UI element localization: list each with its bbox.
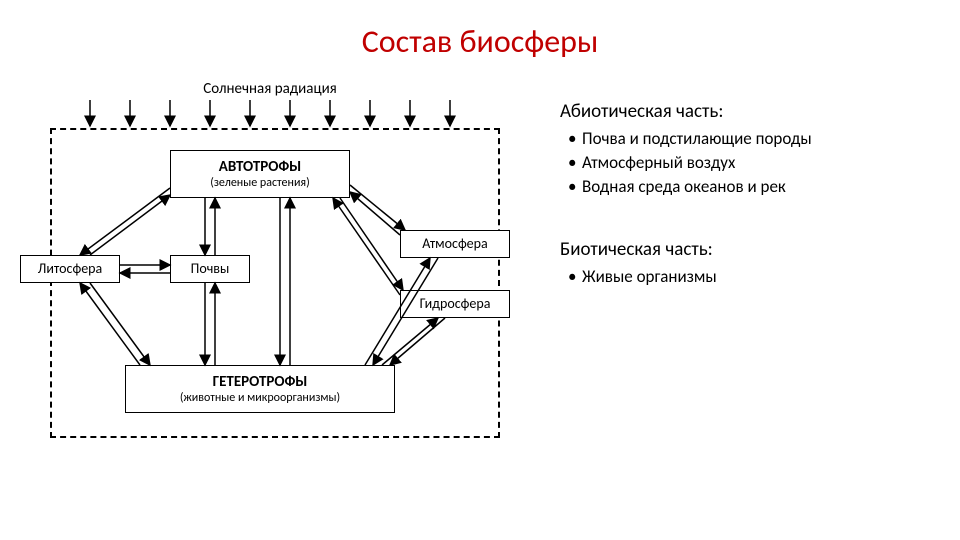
solar-radiation-label: Солнечная радиация [170,80,370,98]
biotic-heading: Биотическая часть: [560,238,940,261]
node-lithosphere-label: Литосфера [38,261,102,278]
biotic-list: Живые организмы [560,265,940,289]
node-lithosphere: Литосфера [20,255,120,283]
node-soils-label: Почвы [191,261,230,278]
list-item: Атмосферный воздух [560,151,940,175]
list-item: Почва и подстилающие породы [560,127,940,151]
abiotic-list: Почва и подстилающие породы Атмосферный … [560,127,940,198]
node-atmosphere-label: Атмосфера [422,236,487,253]
node-hydrosphere: Гидросфера [400,290,510,318]
biosphere-diagram: Солнечная радиация АВТОТРОФЫ (зеленые ра… [20,80,530,450]
list-item: Живые организмы [560,265,940,289]
node-soils: Почвы [170,255,250,283]
node-autotrophs: АВТОТРОФЫ (зеленые растения) [170,150,350,198]
node-heterotrophs-sub: (животные и микроорганизмы) [180,391,340,405]
page-title: Состав биосферы [0,22,960,61]
node-heterotrophs-main: ГЕТЕРОТРОФЫ [213,373,308,391]
node-atmosphere: Атмосфера [400,230,510,258]
abiotic-heading: Абиотическая часть: [560,100,940,123]
node-autotrophs-sub: (зеленые растения) [210,176,310,190]
node-heterotrophs: ГЕТЕРОТРОФЫ (животные и микроорганизмы) [125,365,395,413]
text-column: Абиотическая часть: Почва и подстилающие… [560,100,940,329]
node-hydrosphere-label: Гидросфера [420,296,491,313]
list-item: Водная среда океанов и рек [560,175,940,199]
node-autotrophs-main: АВТОТРОФЫ [219,158,302,176]
